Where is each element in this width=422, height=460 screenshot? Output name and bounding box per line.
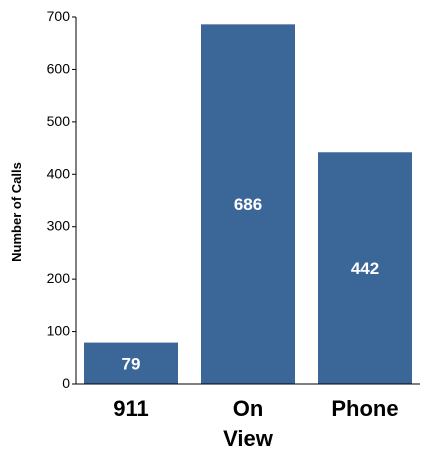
y-tick-label: 500 [47, 113, 71, 129]
y-tick-label: 300 [47, 218, 71, 234]
data-label: 79 [122, 354, 141, 373]
x-axis-category-labels: 911 On View Phone [113, 396, 398, 451]
x-category-label: 911 [113, 396, 149, 421]
bar-911 [84, 342, 178, 384]
data-label: 686 [234, 195, 262, 214]
y-tick-label: 0 [62, 375, 70, 391]
data-label: 442 [351, 259, 379, 278]
y-tick-label: 400 [47, 165, 71, 181]
x-category-label: Phone [331, 396, 398, 421]
y-tick-label: 100 [47, 323, 71, 339]
y-tick-label: 200 [47, 270, 71, 286]
y-axis-ticks: 0 100 200 300 400 500 600 700 [47, 8, 76, 391]
y-tick-label: 600 [47, 60, 71, 76]
bar-phone [318, 152, 412, 384]
y-axis-title: Number of Calls [9, 162, 24, 262]
y-tick-label: 700 [47, 8, 71, 24]
bars [84, 24, 412, 385]
bar-on-view [201, 24, 295, 385]
value-labels: 79 686 442 [122, 195, 380, 373]
x-category-label: On View [223, 396, 274, 451]
